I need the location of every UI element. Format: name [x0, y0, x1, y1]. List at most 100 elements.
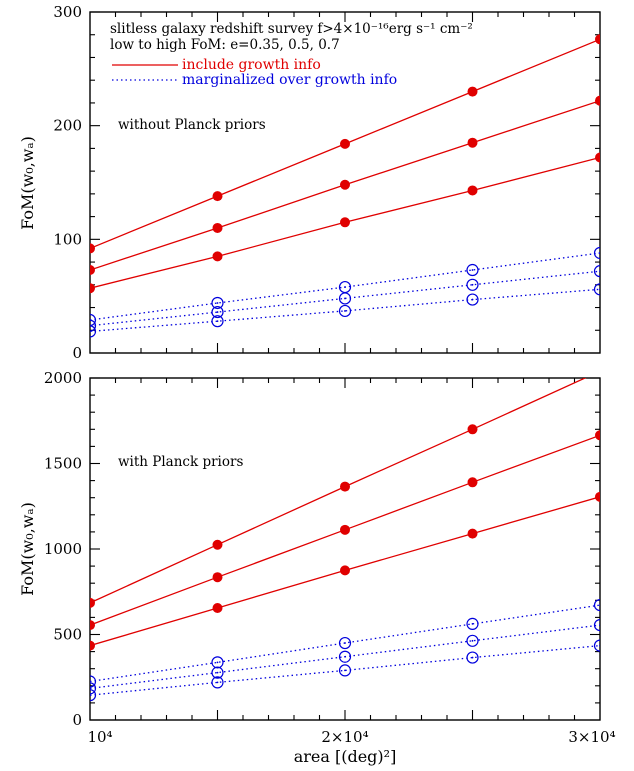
data-point-filled [467, 86, 478, 97]
tick-labels-top: 0 100 200 300 [53, 3, 82, 362]
data-point-open [211, 676, 224, 689]
ticks-bottom [90, 377, 600, 721]
data-point-open [338, 664, 352, 677]
data-point-open [90, 325, 97, 338]
data-point-filled [467, 137, 478, 148]
data-point-open [466, 651, 479, 664]
data-point-open [90, 675, 97, 688]
data-point-open [211, 305, 224, 319]
data-point-center [344, 297, 346, 300]
y-tick-label: 1500 [44, 455, 82, 473]
data-point-open [593, 265, 600, 278]
y-tick-label: 2000 [44, 369, 82, 387]
data-point-open [90, 313, 97, 327]
data-point-filled [467, 424, 478, 435]
data-point-filled [595, 34, 600, 45]
data-point-open [466, 293, 479, 306]
data-point-filled [212, 602, 223, 613]
data-point-open [90, 682, 97, 695]
data-point-filled [340, 179, 350, 190]
data-point-filled [595, 152, 600, 163]
data-point-filled [340, 481, 350, 492]
annotation-without-planck: without Planck priors [118, 117, 266, 133]
data-point-center [599, 270, 600, 273]
panel-top: 0 100 200 300 slitless galaxy redshift surv… [18, 3, 601, 362]
y-axis-label-bottom: FoM(w₀,wₐ) [18, 502, 37, 596]
data-point-center [471, 622, 474, 625]
data-point-open [211, 656, 224, 669]
data-point-filled [212, 191, 223, 202]
data-point-filled [340, 217, 350, 228]
y-axis-label-top: FoM(w₀,wₐ) [18, 136, 37, 230]
data-point-filled [90, 640, 95, 651]
data-point-filled [467, 477, 478, 488]
data-point-open [593, 618, 600, 632]
annotation-with-planck: with Planck priors [118, 454, 243, 470]
legend-label-marginalized: marginalized over growth info [182, 72, 397, 88]
data-point-open [593, 283, 600, 296]
annotation-survey: slitless galaxy redshift survey f>4×10⁻¹… [110, 21, 473, 37]
data-point-open [466, 263, 479, 277]
data-point-filled [212, 251, 223, 262]
data-point-filled [340, 565, 350, 576]
y-tick-label: 300 [53, 3, 82, 21]
ticks-top [90, 11, 600, 354]
data-point-center [344, 310, 346, 312]
legend-label-include: include growth info [182, 57, 321, 73]
data-point-open [466, 278, 479, 291]
data-point-filled [595, 491, 600, 502]
data-point-center [599, 604, 600, 606]
data-point-center [471, 283, 474, 286]
data-point-center [344, 655, 346, 658]
data-point-center [599, 624, 600, 626]
data-point-center [471, 656, 474, 659]
y-tick-label: 0 [72, 711, 82, 729]
data-point-center [471, 639, 474, 642]
data-point-open [211, 315, 224, 328]
data-point-center [344, 642, 346, 644]
data-point-filled [90, 265, 95, 276]
data-point-center [216, 311, 219, 313]
data-point-open [593, 598, 600, 612]
y-tick-label: 1000 [44, 540, 82, 558]
data-point-open [466, 634, 479, 647]
data-point-open [90, 319, 97, 332]
data-point-open [338, 280, 352, 294]
x-tick-label: 3×10⁴ [568, 728, 615, 746]
series-bottom [90, 378, 600, 702]
x-axis-label: area [(deg)²] [294, 747, 397, 766]
data-point-open [90, 689, 97, 702]
y-tick-label: 100 [53, 230, 82, 248]
data-point-filled [212, 539, 223, 550]
data-point-center [599, 644, 600, 647]
annotation-fom-order: low to high FoM: e=0.35, 0.5, 0.7 [110, 37, 340, 53]
data-point-center [216, 671, 219, 674]
data-point-center [216, 681, 219, 684]
panel-bottom: 0 500 1000 1500 2000 10⁴ 2×10⁴ 3×10⁴ with Planc… [18, 369, 616, 766]
data-point-center [471, 298, 474, 301]
data-point-open [466, 617, 479, 630]
data-point-filled [340, 524, 350, 535]
x-tick-label: 10⁴ [87, 728, 112, 746]
data-point-center [216, 661, 219, 664]
y-tick-label: 500 [53, 626, 82, 644]
data-point-open [338, 304, 352, 318]
data-point-center [599, 288, 600, 291]
y-tick-label: 0 [72, 344, 82, 362]
data-point-filled [90, 597, 95, 608]
data-point-filled [90, 243, 95, 254]
data-point-filled [90, 620, 95, 631]
data-point-filled [340, 138, 350, 149]
y-tick-label: 200 [53, 117, 82, 135]
series-top [90, 34, 600, 338]
data-point-center [471, 269, 474, 271]
plot-frame-bottom [89, 377, 601, 721]
data-point-open [338, 650, 352, 663]
data-point-filled [467, 528, 478, 539]
data-point-center [344, 286, 346, 288]
data-point-open [593, 639, 600, 652]
data-point-filled [212, 222, 223, 233]
data-point-filled [595, 95, 600, 106]
data-point-filled [467, 185, 478, 196]
